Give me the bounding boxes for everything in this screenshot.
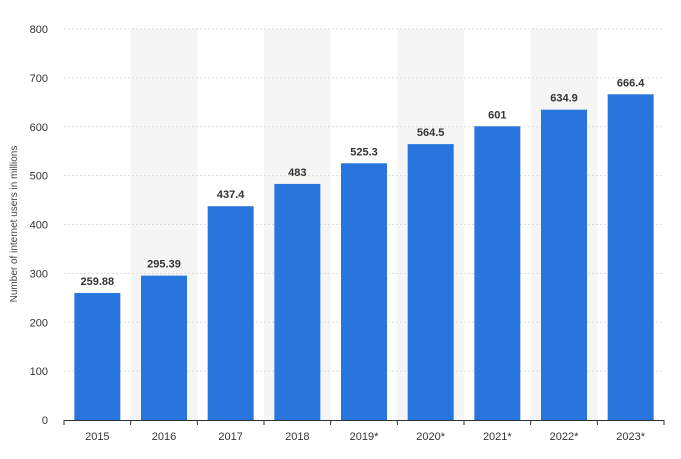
- bar: [341, 163, 387, 420]
- y-tick-label: 800: [30, 24, 48, 36]
- x-tick-label: 2015: [85, 431, 109, 443]
- bars: [74, 94, 654, 420]
- data-label: 525.3: [350, 146, 378, 158]
- bar: [474, 126, 521, 420]
- y-tick-label: 600: [30, 122, 48, 134]
- x-axis-ticks: 2015 2016 2017 2018 2019* 2020* 2021* 2022* 2023…: [63, 420, 665, 443]
- data-label: 259.88: [81, 276, 115, 288]
- x-tick-label: 2016: [152, 431, 176, 443]
- x-tick-label: 2022*: [550, 431, 579, 443]
- y-tick-label: 400: [30, 220, 48, 232]
- y-tick-label: 500: [30, 171, 48, 183]
- data-label: 666.4: [617, 77, 645, 89]
- data-label: 437.4: [217, 189, 245, 201]
- data-label: 483: [288, 167, 306, 179]
- bar: [74, 292, 121, 420]
- x-tick-label: 2019*: [350, 431, 379, 443]
- bar: [541, 109, 587, 420]
- x-tick-label: 2020*: [416, 431, 445, 443]
- y-axis-title: Number of internet users in millions: [9, 146, 20, 303]
- x-tick-label: 2017: [218, 431, 242, 443]
- data-label: 634.9: [550, 93, 578, 105]
- x-tick-label: 2018: [285, 431, 309, 443]
- bar: [207, 206, 254, 420]
- bar: [607, 94, 654, 420]
- bar: [274, 183, 321, 420]
- y-tick-label: 100: [30, 366, 48, 378]
- x-tick-label: 2023*: [616, 431, 645, 443]
- x-tick-label: 2021*: [483, 431, 512, 443]
- y-tick-label: 700: [30, 73, 48, 85]
- bar: [141, 275, 187, 420]
- data-label: 601: [488, 109, 506, 121]
- data-label: 564.5: [417, 127, 445, 139]
- bar: [407, 144, 454, 420]
- y-tick-label: 0: [42, 415, 48, 427]
- data-label: 295.39: [147, 259, 181, 271]
- y-tick-label: 200: [30, 317, 48, 329]
- data-labels: 259.88 295.39 437.4 483 525.3 564.5 601 634.9 66…: [81, 77, 646, 288]
- y-axis-ticks: 0 100 200 300 400 500 600 700 800: [30, 24, 48, 427]
- y-tick-label: 300: [30, 268, 48, 280]
